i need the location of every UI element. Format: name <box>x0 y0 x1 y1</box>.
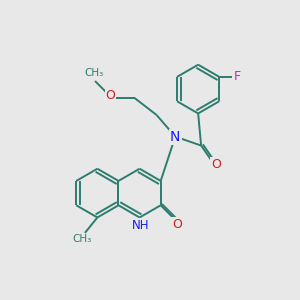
Text: O: O <box>211 158 221 171</box>
Text: F: F <box>233 70 241 83</box>
Text: methoxy: methoxy <box>95 73 101 74</box>
Text: methoxy: methoxy <box>87 74 94 75</box>
Text: CH₃: CH₃ <box>72 235 92 244</box>
Text: NH: NH <box>132 219 150 232</box>
Text: O: O <box>106 88 116 101</box>
Text: CH₃: CH₃ <box>84 68 103 78</box>
Text: O: O <box>172 218 182 231</box>
Text: N: N <box>170 130 181 144</box>
